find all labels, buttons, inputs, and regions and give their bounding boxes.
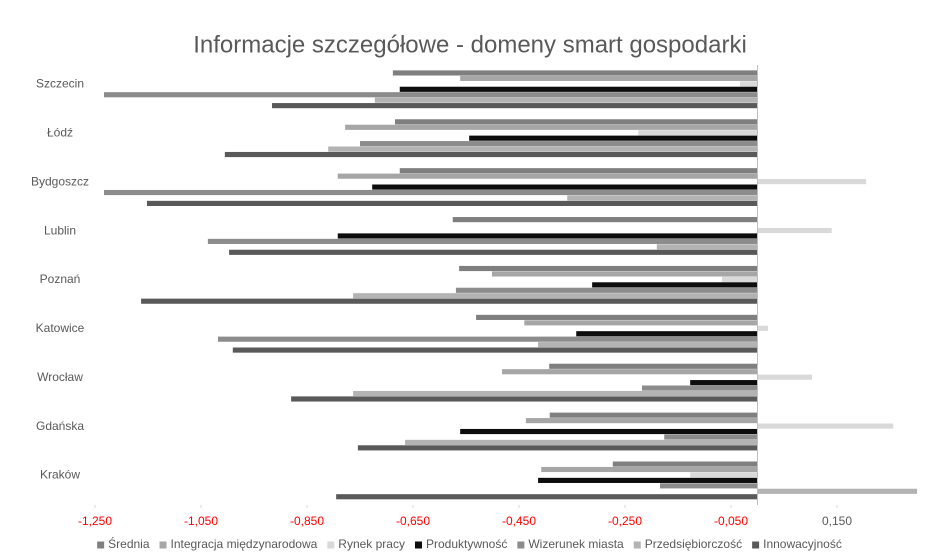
legend-label: Produktywność <box>426 537 507 551</box>
bar <box>460 75 758 81</box>
bar <box>357 445 758 451</box>
x-tick-label: -1,050 <box>184 514 218 528</box>
bar <box>146 200 758 206</box>
bar <box>229 249 758 255</box>
x-tick-label: -0,250 <box>608 514 642 528</box>
x-tick-label: -1,250 <box>78 514 112 528</box>
legend-label: Integracja międzynarodowa <box>171 537 318 551</box>
legend-swatch <box>327 541 335 549</box>
legend-swatch <box>517 541 525 549</box>
bar <box>345 124 758 130</box>
bar <box>291 396 758 402</box>
y-tick-label: Poznań <box>40 272 81 286</box>
bar <box>592 282 758 288</box>
legend-label: Wizerunek miasta <box>528 537 624 551</box>
bar <box>399 86 758 92</box>
bar <box>576 331 758 337</box>
bar <box>232 347 758 353</box>
bar <box>455 287 758 293</box>
y-tick-label: Szczecin <box>36 77 84 91</box>
bar <box>721 276 758 282</box>
bar <box>656 244 758 250</box>
bar <box>690 472 758 478</box>
bar <box>476 314 758 320</box>
bar <box>207 238 758 244</box>
bar <box>399 168 758 174</box>
legend-label: Rynek pracy <box>338 537 405 551</box>
bar <box>272 103 758 109</box>
bar <box>460 428 758 435</box>
bar <box>491 271 758 277</box>
y-tick-label: Lublin <box>44 223 76 237</box>
legend-label: Średnia <box>108 536 150 551</box>
x-tick-label: -0,050 <box>714 514 748 528</box>
bar <box>757 423 894 429</box>
y-tick-label: Bydgoszcz <box>31 174 89 188</box>
bar <box>336 494 758 500</box>
chart-title: Informacje szczegółowe - domeny smart go… <box>193 31 747 58</box>
x-tick-label: -0,850 <box>290 514 324 528</box>
bar <box>740 81 758 87</box>
bar <box>141 298 758 304</box>
bar <box>567 195 758 201</box>
bar <box>525 418 758 424</box>
bar <box>757 374 813 380</box>
bar <box>538 342 758 348</box>
bar <box>337 173 758 179</box>
bar <box>549 412 758 418</box>
bar <box>757 488 918 494</box>
y-tick-label: Gdańska <box>36 419 84 433</box>
bar <box>757 227 832 234</box>
legend-swatch <box>752 541 760 549</box>
y-tick-label: Łódź <box>47 126 73 140</box>
bar <box>541 466 758 473</box>
bar <box>659 483 758 489</box>
bar <box>337 233 758 239</box>
bar <box>638 130 758 136</box>
x-tick-label: -0,650 <box>396 514 430 528</box>
bar <box>641 385 758 391</box>
legend-swatch <box>414 541 422 549</box>
bar <box>690 380 758 386</box>
bar <box>549 363 758 369</box>
bar <box>664 434 758 440</box>
legend-swatch <box>633 541 641 549</box>
bar <box>353 293 758 299</box>
bar <box>360 141 758 147</box>
bar <box>394 119 758 125</box>
bar <box>217 336 758 342</box>
bar <box>104 92 758 98</box>
legend-label: Innowacyjność <box>763 537 842 551</box>
bar <box>372 184 758 190</box>
bar <box>502 369 758 375</box>
bar <box>328 146 758 152</box>
x-tick-label: -0,450 <box>502 514 536 528</box>
bar <box>452 217 758 223</box>
bar <box>405 439 758 445</box>
legend-swatch <box>97 541 105 549</box>
bar <box>612 461 758 467</box>
y-tick-label: Wrocław <box>37 370 83 384</box>
bar <box>104 189 758 196</box>
bar <box>392 70 758 76</box>
legend-label: Przedsiębiorczość <box>645 537 742 551</box>
bar <box>459 265 758 272</box>
bar <box>757 179 867 185</box>
bar <box>757 325 769 331</box>
bar <box>353 390 758 397</box>
bar <box>224 151 758 158</box>
bar <box>538 477 758 483</box>
bar <box>524 320 758 326</box>
x-tick-label: 0,150 <box>822 514 852 528</box>
bar <box>469 135 758 141</box>
y-tick-label: Katowice <box>36 321 85 335</box>
y-tick-label: Kraków <box>40 468 80 482</box>
bar <box>374 97 758 103</box>
legend-swatch <box>159 541 167 549</box>
